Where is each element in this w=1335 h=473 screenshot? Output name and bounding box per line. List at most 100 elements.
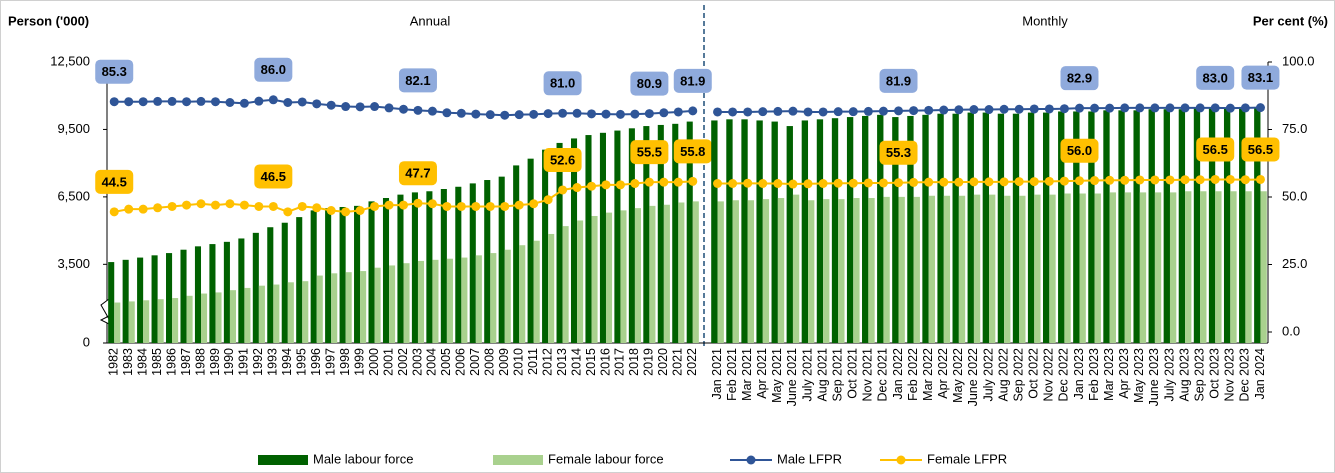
point (644, 177, 654, 187)
bar (1200, 191, 1207, 343)
bar (209, 244, 216, 343)
x-tick-label: May 2023 (1132, 348, 1146, 403)
x-tick-label: Feb 2022 (906, 348, 920, 401)
point (514, 200, 524, 210)
bar (1103, 110, 1110, 343)
legend-label: Female LFPR (927, 451, 1007, 466)
point (969, 177, 979, 187)
point (312, 99, 322, 109)
bar (397, 194, 404, 343)
x-tick-label: Jan 2024 (1253, 348, 1267, 399)
bar (853, 198, 860, 343)
point (124, 97, 134, 107)
point (601, 180, 611, 190)
point (1165, 175, 1175, 185)
point (1074, 176, 1084, 186)
bar (973, 194, 981, 343)
bar (620, 210, 627, 343)
point (485, 201, 495, 211)
bar (238, 238, 245, 343)
bar (484, 180, 491, 343)
bar (634, 208, 641, 343)
data-label-box (1060, 66, 1099, 91)
point (529, 109, 539, 119)
legend-label: Male labour force (313, 451, 413, 466)
legend-swatch (493, 455, 543, 465)
point (999, 177, 1009, 187)
bar (711, 120, 718, 343)
x-tick-label: Apr 2021 (755, 348, 769, 399)
bar (122, 259, 129, 343)
bar (649, 205, 656, 343)
bar (1148, 109, 1155, 343)
point (1044, 176, 1054, 186)
bar (1079, 193, 1086, 343)
point (788, 179, 798, 189)
x-tick-label: 1990 (222, 348, 236, 376)
x-tick-label: Nov 2021 (861, 348, 875, 402)
point (109, 97, 119, 107)
point (688, 176, 698, 186)
bar (186, 295, 193, 343)
point (909, 106, 919, 116)
point (1240, 103, 1250, 113)
data-label-box (673, 139, 712, 164)
bar (892, 117, 899, 344)
bar (519, 245, 526, 343)
x-tick-label: 1982 (107, 348, 121, 376)
bar (1049, 194, 1056, 343)
bar (928, 195, 936, 343)
bar (498, 176, 505, 343)
point (268, 201, 278, 211)
bar (354, 205, 361, 343)
x-tick-label: 1989 (208, 348, 222, 376)
bar (389, 265, 396, 343)
bar (310, 210, 317, 343)
point (1014, 104, 1024, 114)
point (182, 97, 192, 107)
point (659, 177, 669, 187)
x-tick-label: June 2021 (785, 348, 799, 406)
bar (296, 217, 303, 343)
point (1150, 175, 1160, 185)
bar (368, 201, 375, 343)
bar (302, 281, 309, 343)
bar (717, 201, 724, 343)
point (196, 96, 206, 106)
bar (360, 271, 367, 343)
x-tick-label: Feb 2023 (1087, 348, 1101, 401)
data-label: 82.1 (405, 73, 430, 88)
point (803, 179, 813, 189)
data-label: 86.0 (261, 62, 286, 77)
x-tick-label: 2005 (439, 348, 453, 376)
point (239, 98, 249, 108)
point (341, 102, 351, 112)
point (1120, 175, 1130, 185)
bar (1185, 191, 1192, 343)
bar (281, 222, 288, 343)
x-tick-label: Jan 2021 (710, 348, 724, 399)
bar (1004, 195, 1011, 343)
bar (1163, 109, 1170, 343)
bar (417, 260, 425, 343)
y2-tick-label: 0.0 (1282, 323, 1300, 338)
point (1135, 175, 1145, 185)
bar (455, 186, 462, 343)
point (399, 200, 408, 210)
bar (1027, 112, 1035, 343)
bar (1139, 192, 1147, 343)
bar (475, 255, 482, 343)
x-tick-label: 2022 (685, 348, 699, 376)
point (939, 105, 949, 115)
point (1014, 177, 1024, 187)
x-tick-label: 1999 (352, 348, 366, 376)
bar (952, 113, 959, 343)
y-tick-label: 0 (83, 334, 90, 349)
point (630, 179, 640, 188)
point (500, 201, 510, 211)
x-tick-label: 1994 (280, 348, 294, 376)
bar (108, 262, 115, 343)
x-tick-label: Mar 2021 (740, 348, 754, 401)
bar (403, 263, 410, 343)
